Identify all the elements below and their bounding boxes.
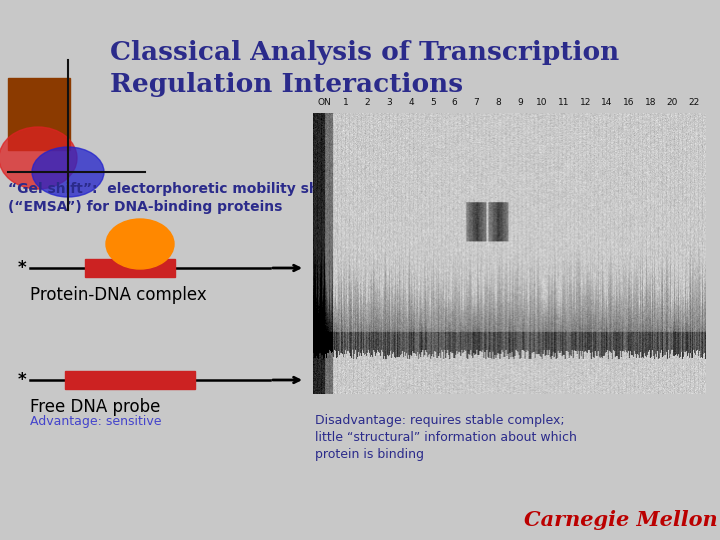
Text: 11: 11	[558, 98, 570, 107]
Text: 16: 16	[623, 98, 634, 107]
Ellipse shape	[32, 147, 104, 197]
Text: 14: 14	[601, 98, 613, 107]
Text: Regulation Interactions: Regulation Interactions	[110, 72, 463, 97]
Text: 20: 20	[667, 98, 678, 107]
Text: 6: 6	[451, 98, 457, 107]
Ellipse shape	[0, 127, 77, 189]
Text: 2: 2	[364, 98, 370, 107]
Text: “Gel shift”:  electorphoretic mobility shift assay: “Gel shift”: electorphoretic mobility sh…	[8, 182, 385, 196]
Text: Protein-DNA complex: Protein-DNA complex	[30, 286, 207, 304]
Text: 5: 5	[430, 98, 436, 107]
Text: 8: 8	[495, 98, 501, 107]
Text: Carnegie Mellon: Carnegie Mellon	[524, 510, 718, 530]
Bar	[8, 78, 70, 150]
Text: Advantage: sensitive: Advantage: sensitive	[30, 415, 161, 428]
Text: 4: 4	[408, 98, 414, 107]
Text: (“EMSA”) for DNA-binding proteins: (“EMSA”) for DNA-binding proteins	[8, 200, 282, 214]
Text: 18: 18	[645, 98, 657, 107]
Text: ON: ON	[317, 98, 330, 107]
Ellipse shape	[106, 219, 174, 269]
Text: Free DNA probe: Free DNA probe	[30, 398, 161, 416]
Bar	[85, 259, 175, 277]
Text: 7: 7	[474, 98, 480, 107]
Bar	[65, 371, 195, 389]
Text: *: *	[18, 259, 27, 277]
Text: 1: 1	[343, 98, 348, 107]
Text: 12: 12	[580, 98, 591, 107]
Text: 3: 3	[387, 98, 392, 107]
Text: 22: 22	[688, 98, 700, 107]
Text: Classical Analysis of Transcription: Classical Analysis of Transcription	[110, 40, 619, 65]
Text: 10: 10	[536, 98, 547, 107]
Text: Disadvantage: requires stable complex;
little “structural” information about whi: Disadvantage: requires stable complex; l…	[315, 414, 577, 461]
Text: *: *	[18, 371, 27, 389]
Text: 9: 9	[517, 98, 523, 107]
